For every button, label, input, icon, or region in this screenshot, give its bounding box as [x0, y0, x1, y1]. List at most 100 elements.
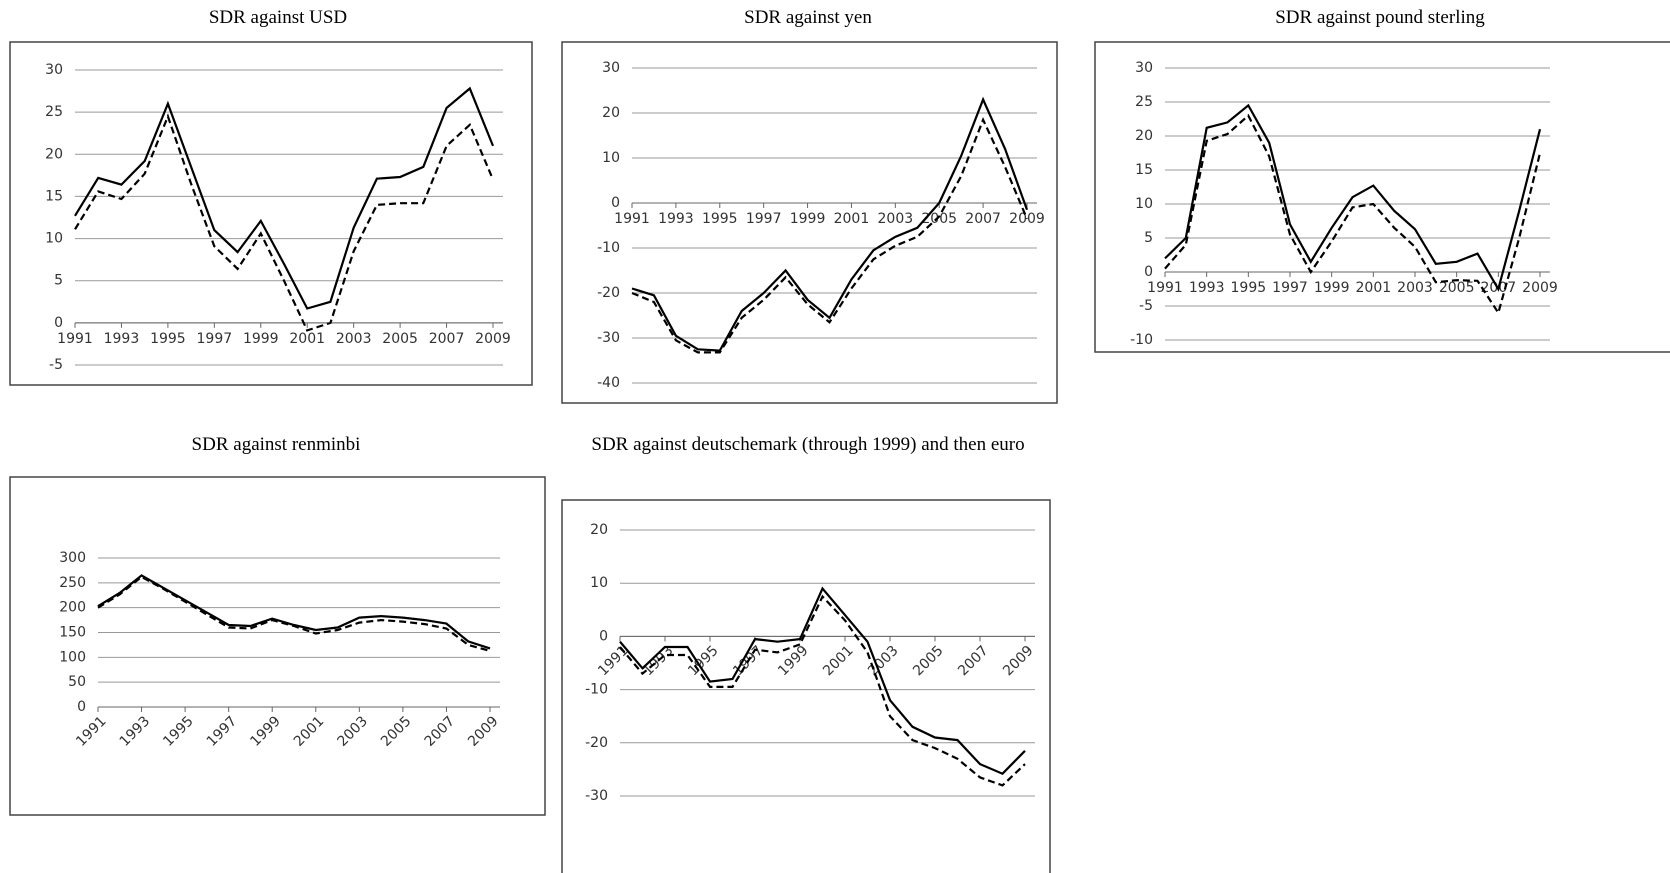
y-tick-label: -30	[597, 330, 620, 346]
x-tick-label: 1993	[1189, 280, 1225, 296]
y-tick-label: 30	[602, 60, 620, 76]
series-line	[1164, 113, 1542, 316]
x-tick-label: 1991	[614, 211, 650, 227]
y-tick-label: -20	[597, 285, 620, 301]
series-line	[631, 117, 1029, 354]
x-tick-label: 1999	[790, 211, 826, 227]
chart-frame	[9, 476, 546, 816]
x-tick-label: 2003	[336, 331, 372, 347]
y-tick-label: 10	[590, 575, 608, 591]
x-tick-label: 2003	[334, 713, 371, 750]
x-tick-label: 2009	[1522, 280, 1558, 296]
chart: -5 0 5 10 15 20 25 30 1991 1993 1995 1997 1999 2001 20…	[9, 41, 533, 386]
x-tick-label: 2005	[382, 331, 418, 347]
y-tick-label: 30	[45, 62, 63, 78]
y-tick-label: -30	[585, 788, 608, 804]
x-tick-label: 1991	[1147, 280, 1183, 296]
y-tick-label: 30	[1135, 60, 1153, 76]
y-tick-label: 0	[599, 628, 608, 644]
x-tick-label: 2007	[965, 211, 1001, 227]
y-tick-label: -5	[1139, 298, 1153, 314]
x-tick-label: 2003	[1397, 280, 1433, 296]
y-tick-label: 20	[602, 105, 620, 121]
x-tick-label: 1995	[702, 211, 738, 227]
chart-title: SDR against USD	[208, 7, 348, 28]
y-tick-label: 5	[1144, 230, 1153, 246]
x-tick-label: 1999	[247, 713, 284, 750]
series-line	[631, 96, 1029, 352]
chart-title: SDR against renminbi	[191, 434, 361, 455]
x-tick-label: 1995	[160, 713, 197, 750]
x-tick-label: 1999	[1314, 280, 1350, 296]
y-tick-label: 10	[602, 150, 620, 166]
x-tick-label: 2005	[1439, 280, 1475, 296]
series-line	[74, 86, 495, 310]
x-tick-label: 2009	[1009, 211, 1045, 227]
x-tick-label: 2007	[955, 643, 992, 680]
y-tick-label: 25	[45, 104, 63, 120]
y-tick-label: 200	[59, 600, 86, 616]
x-tick-label: 1993	[104, 331, 140, 347]
chart-title: SDR against yen	[744, 7, 872, 28]
y-tick-label: -5	[49, 357, 63, 373]
x-tick-label: 1997	[204, 713, 241, 750]
x-tick-label: 2005	[378, 713, 415, 750]
chart: -10 -5 0 5 10 15 20 25 30 1991 1993 1995 1997 1999 200…	[1094, 41, 1670, 353]
x-tick-label: 1997	[1272, 280, 1308, 296]
y-tick-label: -10	[585, 682, 608, 698]
x-tick-label: 2005	[921, 211, 957, 227]
y-tick-label: 20	[1135, 128, 1153, 144]
y-tick-label: 0	[54, 315, 63, 331]
y-tick-label: 250	[59, 575, 86, 591]
x-tick-label: 2001	[820, 643, 857, 680]
x-tick-label: 2009	[465, 713, 502, 750]
y-tick-label: 150	[59, 625, 86, 641]
x-tick-label: 1995	[1231, 280, 1267, 296]
y-tick-label: 15	[45, 188, 63, 204]
y-tick-label: 20	[590, 522, 608, 538]
y-tick-label: -10	[1130, 332, 1153, 348]
x-tick-label: 1997	[746, 211, 782, 227]
y-tick-label: -40	[597, 375, 620, 391]
y-tick-label: 50	[68, 674, 86, 690]
x-tick-label: 2003	[878, 211, 914, 227]
x-tick-label: 2009	[1000, 643, 1037, 680]
chart-frame	[561, 499, 1051, 873]
x-tick-label: 2001	[289, 331, 325, 347]
y-tick-label: 15	[1135, 162, 1153, 178]
chart-frame	[561, 41, 1058, 404]
y-tick-label: 5	[54, 273, 63, 289]
series-line	[97, 575, 491, 652]
y-tick-label: -10	[597, 240, 620, 256]
y-tick-label: 20	[45, 146, 63, 162]
series-line	[1164, 103, 1542, 292]
series-line	[619, 594, 1026, 787]
chart-title: SDR against deutschemark (through 1999) …	[591, 434, 1025, 455]
chart-frame	[9, 41, 533, 386]
x-tick-label: 1993	[117, 713, 154, 750]
chart: -40 -30 -20 -10 0 10 20 30 1991 1993 1995 1997 1999 2…	[561, 41, 1058, 404]
y-tick-label: 100	[59, 649, 86, 665]
y-tick-label: 0	[1144, 264, 1153, 280]
x-tick-label: 1991	[73, 713, 110, 750]
x-tick-label: 1999	[243, 331, 279, 347]
series-line	[74, 113, 495, 332]
chart-title: SDR against pound sterling	[1275, 7, 1485, 28]
y-tick-label: 25	[1135, 94, 1153, 110]
series-line	[619, 586, 1026, 776]
x-tick-label: 2001	[834, 211, 870, 227]
x-tick-label: 1991	[57, 331, 93, 347]
y-tick-label: 10	[45, 231, 63, 247]
x-tick-label: 2001	[1356, 280, 1392, 296]
x-tick-label: 1995	[150, 331, 186, 347]
x-tick-label: 2001	[291, 713, 328, 750]
x-tick-label: 1999	[775, 643, 812, 680]
y-tick-label: -20	[585, 735, 608, 751]
x-tick-label: 1993	[658, 211, 694, 227]
y-tick-label: 300	[59, 550, 86, 566]
x-tick-label: 2005	[910, 643, 947, 680]
